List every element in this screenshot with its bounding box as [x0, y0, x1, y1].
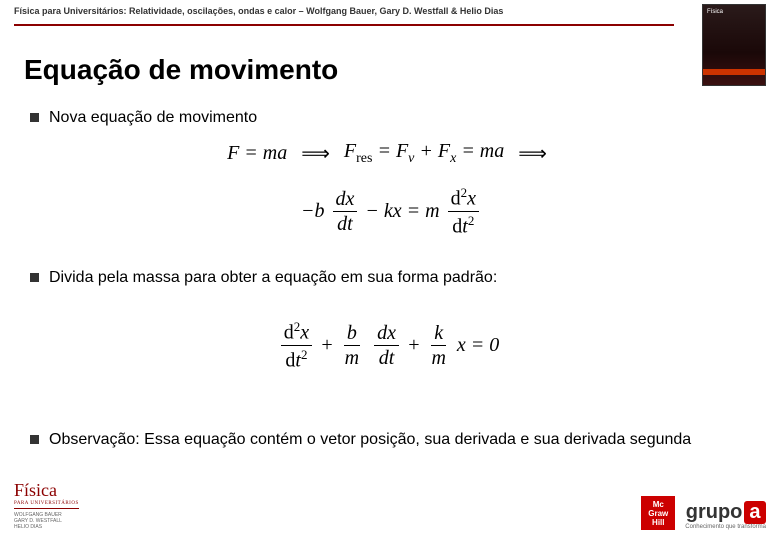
- arrow-icon: ⟹: [512, 141, 553, 166]
- bullet-icon: [30, 273, 39, 282]
- eq-minus-b: −b: [301, 200, 325, 223]
- header-divider: [14, 24, 674, 26]
- fraction-d2x-dt2: d2x dt2: [448, 186, 479, 236]
- slide-title: Equação de movimento: [24, 54, 338, 86]
- fisica-logo: Física PARA UNIVERSITÁRIOS: [14, 480, 79, 512]
- bullet-3: Observação: Essa equação contém o vetor …: [30, 430, 730, 451]
- bullet-icon: [30, 113, 39, 122]
- footer-left: Física PARA UNIVERSITÁRIOS WOLFGANG BAUE…: [14, 480, 79, 530]
- book-cover-thumbnail: Física: [702, 4, 766, 86]
- eq-plus: +: [320, 334, 334, 357]
- eq-plus: +: [407, 334, 421, 357]
- bullet-2-text: Divida pela massa para obter a equação e…: [49, 268, 497, 289]
- eq-fres: Fres = Fv + Fx = ma: [344, 140, 504, 167]
- book-cover-stripe: [703, 69, 765, 75]
- grupoa-tagline: Conhecimento que transforma: [685, 524, 766, 530]
- equation-line-1: F = ma ⟹ Fres = Fv + Fx = ma ⟹: [0, 140, 780, 167]
- fisica-subtitle: PARA UNIVERSITÁRIOS: [14, 501, 79, 509]
- grupoa-a-box: a: [744, 501, 765, 524]
- bullet-1-text: Nova equação de movimento: [49, 108, 257, 129]
- eq-x-eq-0: x = 0: [457, 334, 499, 357]
- footer-authors: WOLFGANG BAUER GARY D. WESTFALL HELIO DI…: [14, 512, 62, 530]
- eq-fma: F = ma: [227, 142, 287, 165]
- bullet-icon: [30, 435, 39, 444]
- fraction-b-m: b m: [342, 323, 362, 368]
- fraction-d2x-dt2: d2x dt2: [281, 320, 312, 370]
- book-cover-label: Física: [707, 9, 723, 15]
- header-citation: Física para Universitários: Relatividade…: [14, 6, 503, 16]
- grupoa-text: grupo: [686, 501, 743, 523]
- bullet-2: Divida pela massa para obter a equação e…: [30, 268, 730, 289]
- fraction-dx-dt: dx dt: [333, 189, 358, 234]
- equation-line-2: −b dx dt − kx = m d2x dt2: [0, 186, 780, 236]
- arrow-icon: ⟹: [295, 141, 336, 166]
- bullet-1: Nova equação de movimento: [30, 108, 730, 129]
- footer-right: Mc Graw Hill grupoa Conhecimento que tra…: [641, 496, 766, 530]
- eq-minus-kx: − kx = m: [365, 200, 439, 223]
- grupo-a-logo: grupoa Conhecimento que transforma: [685, 501, 766, 530]
- bullet-3-text: Observação: Essa equação contém o vetor …: [49, 430, 691, 451]
- mcgraw-hill-logo: Mc Graw Hill: [641, 496, 675, 530]
- fraction-k-m: k m: [428, 323, 448, 368]
- fraction-dx-dt: dx dt: [374, 323, 399, 368]
- equation-line-3: d2x dt2 + b m dx dt + k m x = 0: [0, 320, 780, 370]
